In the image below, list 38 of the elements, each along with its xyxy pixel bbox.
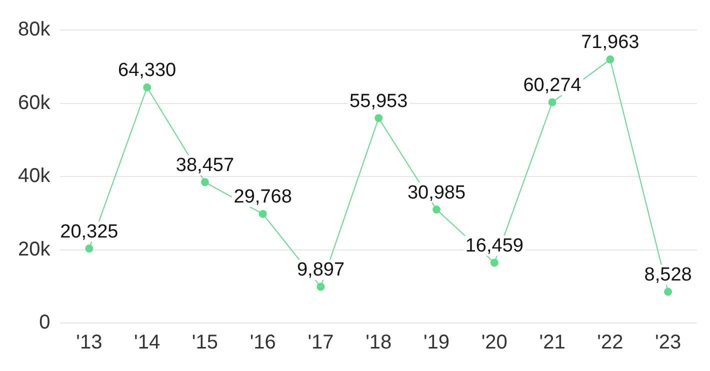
data-label: 29,768	[234, 186, 292, 208]
point	[258, 210, 267, 218]
x-tick-label: '13	[76, 332, 102, 354]
data-label: 20,325	[60, 221, 118, 242]
data-label: 9,897	[296, 259, 345, 280]
x-tick-label: '17	[308, 332, 334, 354]
x-tick-label: '14	[134, 332, 160, 354]
data-label: 8,528	[644, 264, 692, 286]
x-tick-label: '19	[423, 332, 450, 354]
point	[490, 258, 498, 267]
data-label: 38,457	[176, 154, 234, 176]
x-tick-label: '22	[597, 332, 624, 354]
y-tick-label: 40k	[18, 165, 52, 188]
x-tick-label: '20	[481, 332, 508, 354]
x-tick-label: '15	[192, 332, 218, 354]
data-label: 16,459	[465, 235, 524, 256]
x-tick-label: '18	[366, 332, 392, 354]
x-tick-label: '21	[539, 332, 566, 354]
point	[548, 98, 556, 106]
point	[664, 288, 672, 296]
data-label: 71,963	[581, 32, 640, 54]
point	[143, 83, 152, 92]
y-tick-label: 0	[39, 312, 50, 334]
data-label: 64,330	[118, 60, 176, 82]
point	[85, 244, 94, 253]
x-tick-label: '23	[655, 332, 682, 354]
data-label: 60,274	[523, 74, 582, 96]
point	[606, 55, 614, 64]
data-label: 55,953	[350, 90, 408, 112]
point	[316, 282, 325, 291]
y-tick-label: 20k	[18, 238, 52, 260]
point	[432, 206, 441, 214]
data-label: 30,985	[407, 182, 466, 204]
x-tick-label: '16	[250, 332, 276, 354]
y-tick-label: 60k	[18, 92, 52, 114]
point	[374, 114, 383, 122]
y-tick-label: 80k	[18, 18, 52, 41]
point	[200, 178, 209, 186]
